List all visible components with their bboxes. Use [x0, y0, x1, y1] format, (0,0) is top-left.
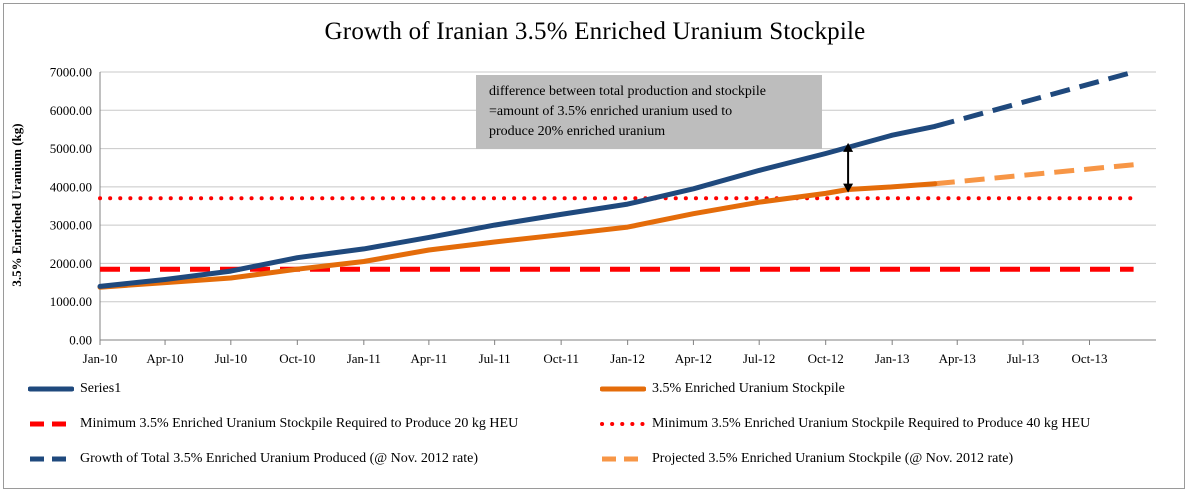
series-line-4 [934, 69, 1135, 129]
x-tick-label: Apr-13 [939, 351, 976, 366]
legend-item-total-growth: Growth of Total 3.5% Enriched Uranium Pr… [28, 448, 478, 470]
chart-plot: 0.00 1000.00 2000.00 3000.00 4000.00 5000.00 6… [50, 65, 1156, 366]
annotation-line-3: produce 20% enriched uranium [489, 124, 666, 139]
annotation-line-2: =amount of 3.5% enriched uranium used to [489, 104, 733, 119]
series-line-1 [97, 181, 938, 290]
legend-item-min-20kg: Minimum 3.5% Enriched Uranium Stockpile … [28, 413, 518, 435]
x-tick-label: Jan-12 [610, 351, 645, 366]
y-tick-label: 2000.00 [50, 256, 92, 271]
y-tick-label: 3000.00 [50, 218, 92, 233]
annotation-box: difference between total production and … [476, 75, 822, 149]
series-line-5 [934, 162, 1134, 187]
series-line-0 [97, 123, 938, 289]
y-tick-label: 0.00 [69, 333, 92, 348]
legend-item-projected-stockpile: Projected 3.5% Enriched Uranium Stockpil… [600, 448, 1013, 470]
legend-item-series1: Series1 [28, 378, 121, 400]
x-tick-label: Apr-10 [146, 351, 183, 366]
legend-label: Minimum 3.5% Enriched Uranium Stockpile … [652, 416, 1091, 431]
legend-swatch [30, 421, 72, 427]
legend-swatch [600, 422, 646, 426]
y-tick-label: 5000.00 [50, 141, 92, 156]
x-tick-label: Jan-13 [875, 351, 910, 366]
legend-label: Minimum 3.5% Enriched Uranium Stockpile … [80, 416, 519, 431]
annotation-line-1: difference between total production and … [489, 84, 766, 99]
x-tick-label: Oct-11 [543, 351, 579, 366]
legend-swatch [602, 456, 644, 462]
x-tick-label: Oct-10 [279, 351, 315, 366]
x-tick-label: Jan-11 [347, 351, 381, 366]
legend-item-stockpile: 3.5% Enriched Uranium Stockpile [600, 378, 845, 400]
y-tick-label: 1000.00 [50, 294, 92, 309]
arrow-head-top [843, 142, 854, 152]
arrow-head-bottom [843, 183, 854, 193]
x-tick-label: Apr-11 [410, 351, 447, 366]
x-tick-label: Apr-12 [675, 351, 712, 366]
y-tick-label: 4000.00 [50, 179, 92, 194]
legend-label: Projected 3.5% Enriched Uranium Stockpil… [652, 451, 1014, 466]
legend: Series1 3.5% Enriched Uranium Stockpile … [0, 370, 1190, 480]
x-tick-label: Oct-12 [808, 351, 844, 366]
legend-item-min-40kg: Minimum 3.5% Enriched Uranium Stockpile … [600, 413, 1090, 435]
y-tick-label: 7000.00 [50, 65, 92, 80]
legend-label: Growth of Total 3.5% Enriched Uranium Pr… [80, 451, 478, 466]
x-tick-label: Jul-11 [479, 351, 511, 366]
chart-title: Growth of Iranian 3.5% Enriched Uranium … [324, 18, 866, 45]
legend-swatch [600, 386, 646, 392]
y-tick-label: 6000.00 [50, 103, 92, 118]
legend-label: Series1 [80, 381, 122, 396]
legend-swatch [28, 386, 74, 392]
x-tick-label: Jul-13 [1007, 351, 1040, 366]
legend-swatch [30, 456, 72, 462]
x-tick-label: Jul-12 [743, 351, 776, 366]
x-tick-label: Oct-13 [1071, 351, 1107, 366]
x-tick-label: Jul-10 [215, 351, 248, 366]
legend-label: 3.5% Enriched Uranium Stockpile [652, 381, 845, 396]
x-tick-label: Jan-10 [83, 351, 118, 366]
